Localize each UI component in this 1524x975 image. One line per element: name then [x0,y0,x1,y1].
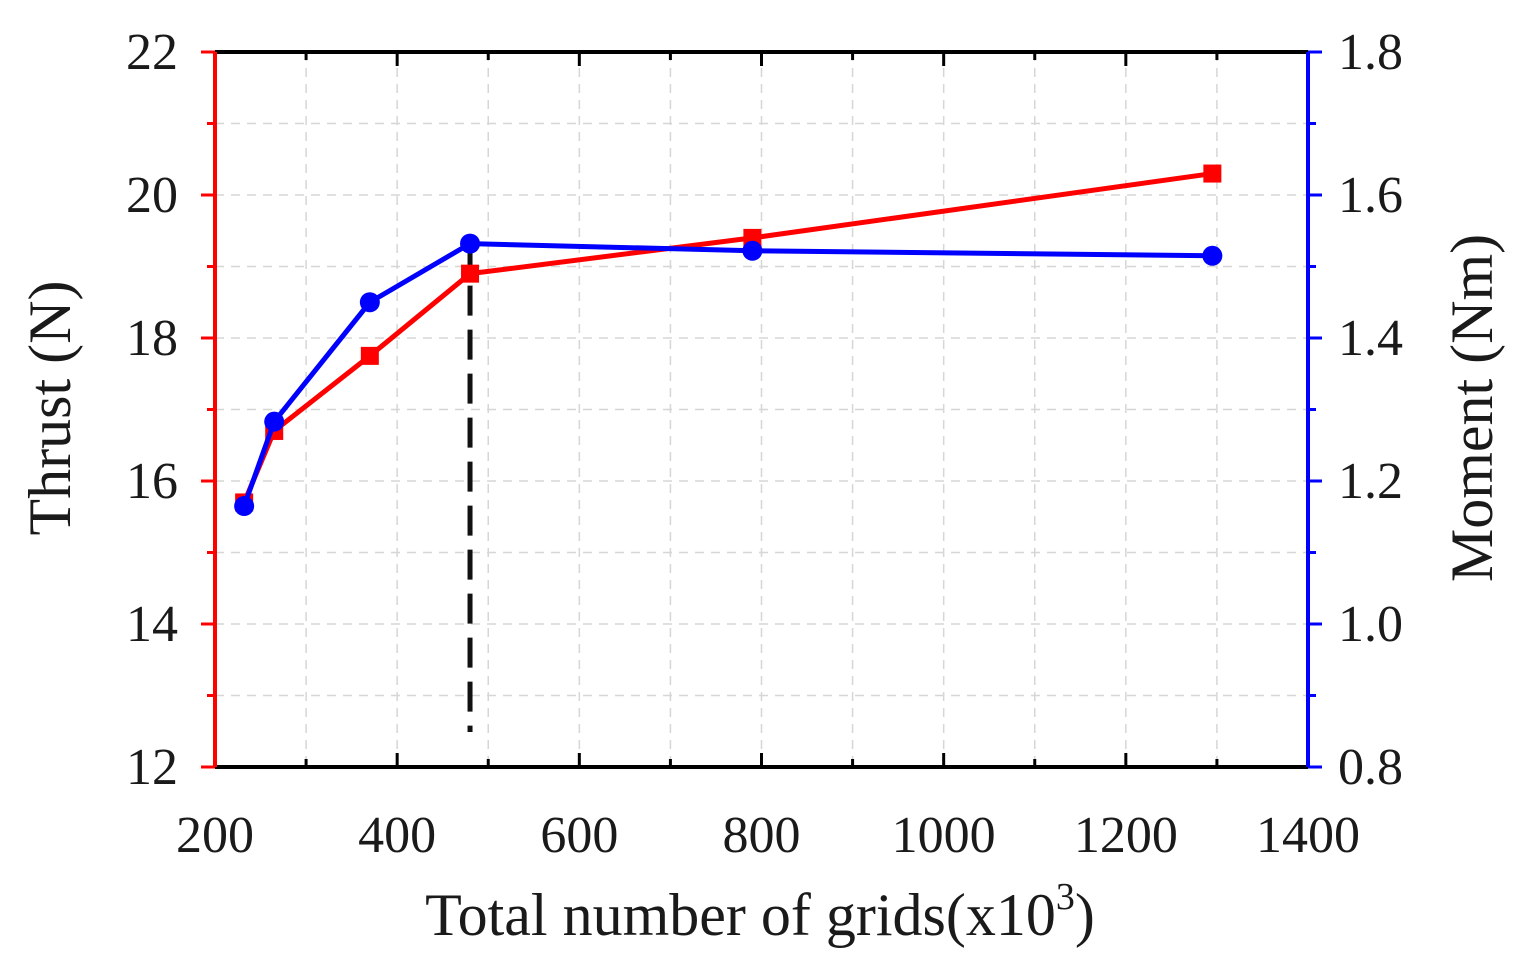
right-tick-label: 1.2 [1338,453,1403,510]
tick-labels: 200 400 600 800 1000 1200 1400 12 14 16 18 20 22 0.8 1… [126,24,1403,864]
left-tick-label: 16 [126,453,178,510]
moment-point [359,292,380,313]
moment-point [1202,245,1223,266]
moment-point [742,240,763,261]
x-tick-label: 400 [358,807,436,864]
x-tick-label: 600 [540,807,618,864]
moment-series-line [241,241,1213,507]
thrust-point [360,346,379,365]
x-tick-label: 800 [723,807,801,864]
right-tick-label: 1.6 [1338,167,1403,224]
left-tick-label: 12 [126,739,178,796]
moment-point [460,233,481,254]
axes [213,50,1310,769]
left-tick-label: 18 [126,310,178,367]
x-tick-label: 200 [176,807,254,864]
right-tick-label: 1.8 [1338,24,1403,81]
series-group [234,164,1223,517]
left-tick-label: 14 [126,596,178,653]
x-axis-title: Total number of grids(x103) [425,876,1095,948]
thrust-point [461,264,480,283]
left-tick-label: 20 [126,167,178,224]
x-tick-label: 1000 [892,807,996,864]
left-tick-label: 22 [126,24,178,81]
right-axis-title: Moment (Nm) [1439,234,1505,582]
moment-point [264,411,285,432]
x-tick-label: 1200 [1074,807,1178,864]
x-tick-label: 1400 [1256,807,1360,864]
moment-point [234,496,255,517]
grid-lines [215,52,1308,767]
right-tick-label: 1.0 [1338,596,1403,653]
right-tick-label: 0.8 [1338,739,1403,796]
right-tick-label: 1.4 [1338,310,1403,367]
thrust-point [1203,164,1222,183]
left-axis-title: Thrust (N) [17,281,83,536]
